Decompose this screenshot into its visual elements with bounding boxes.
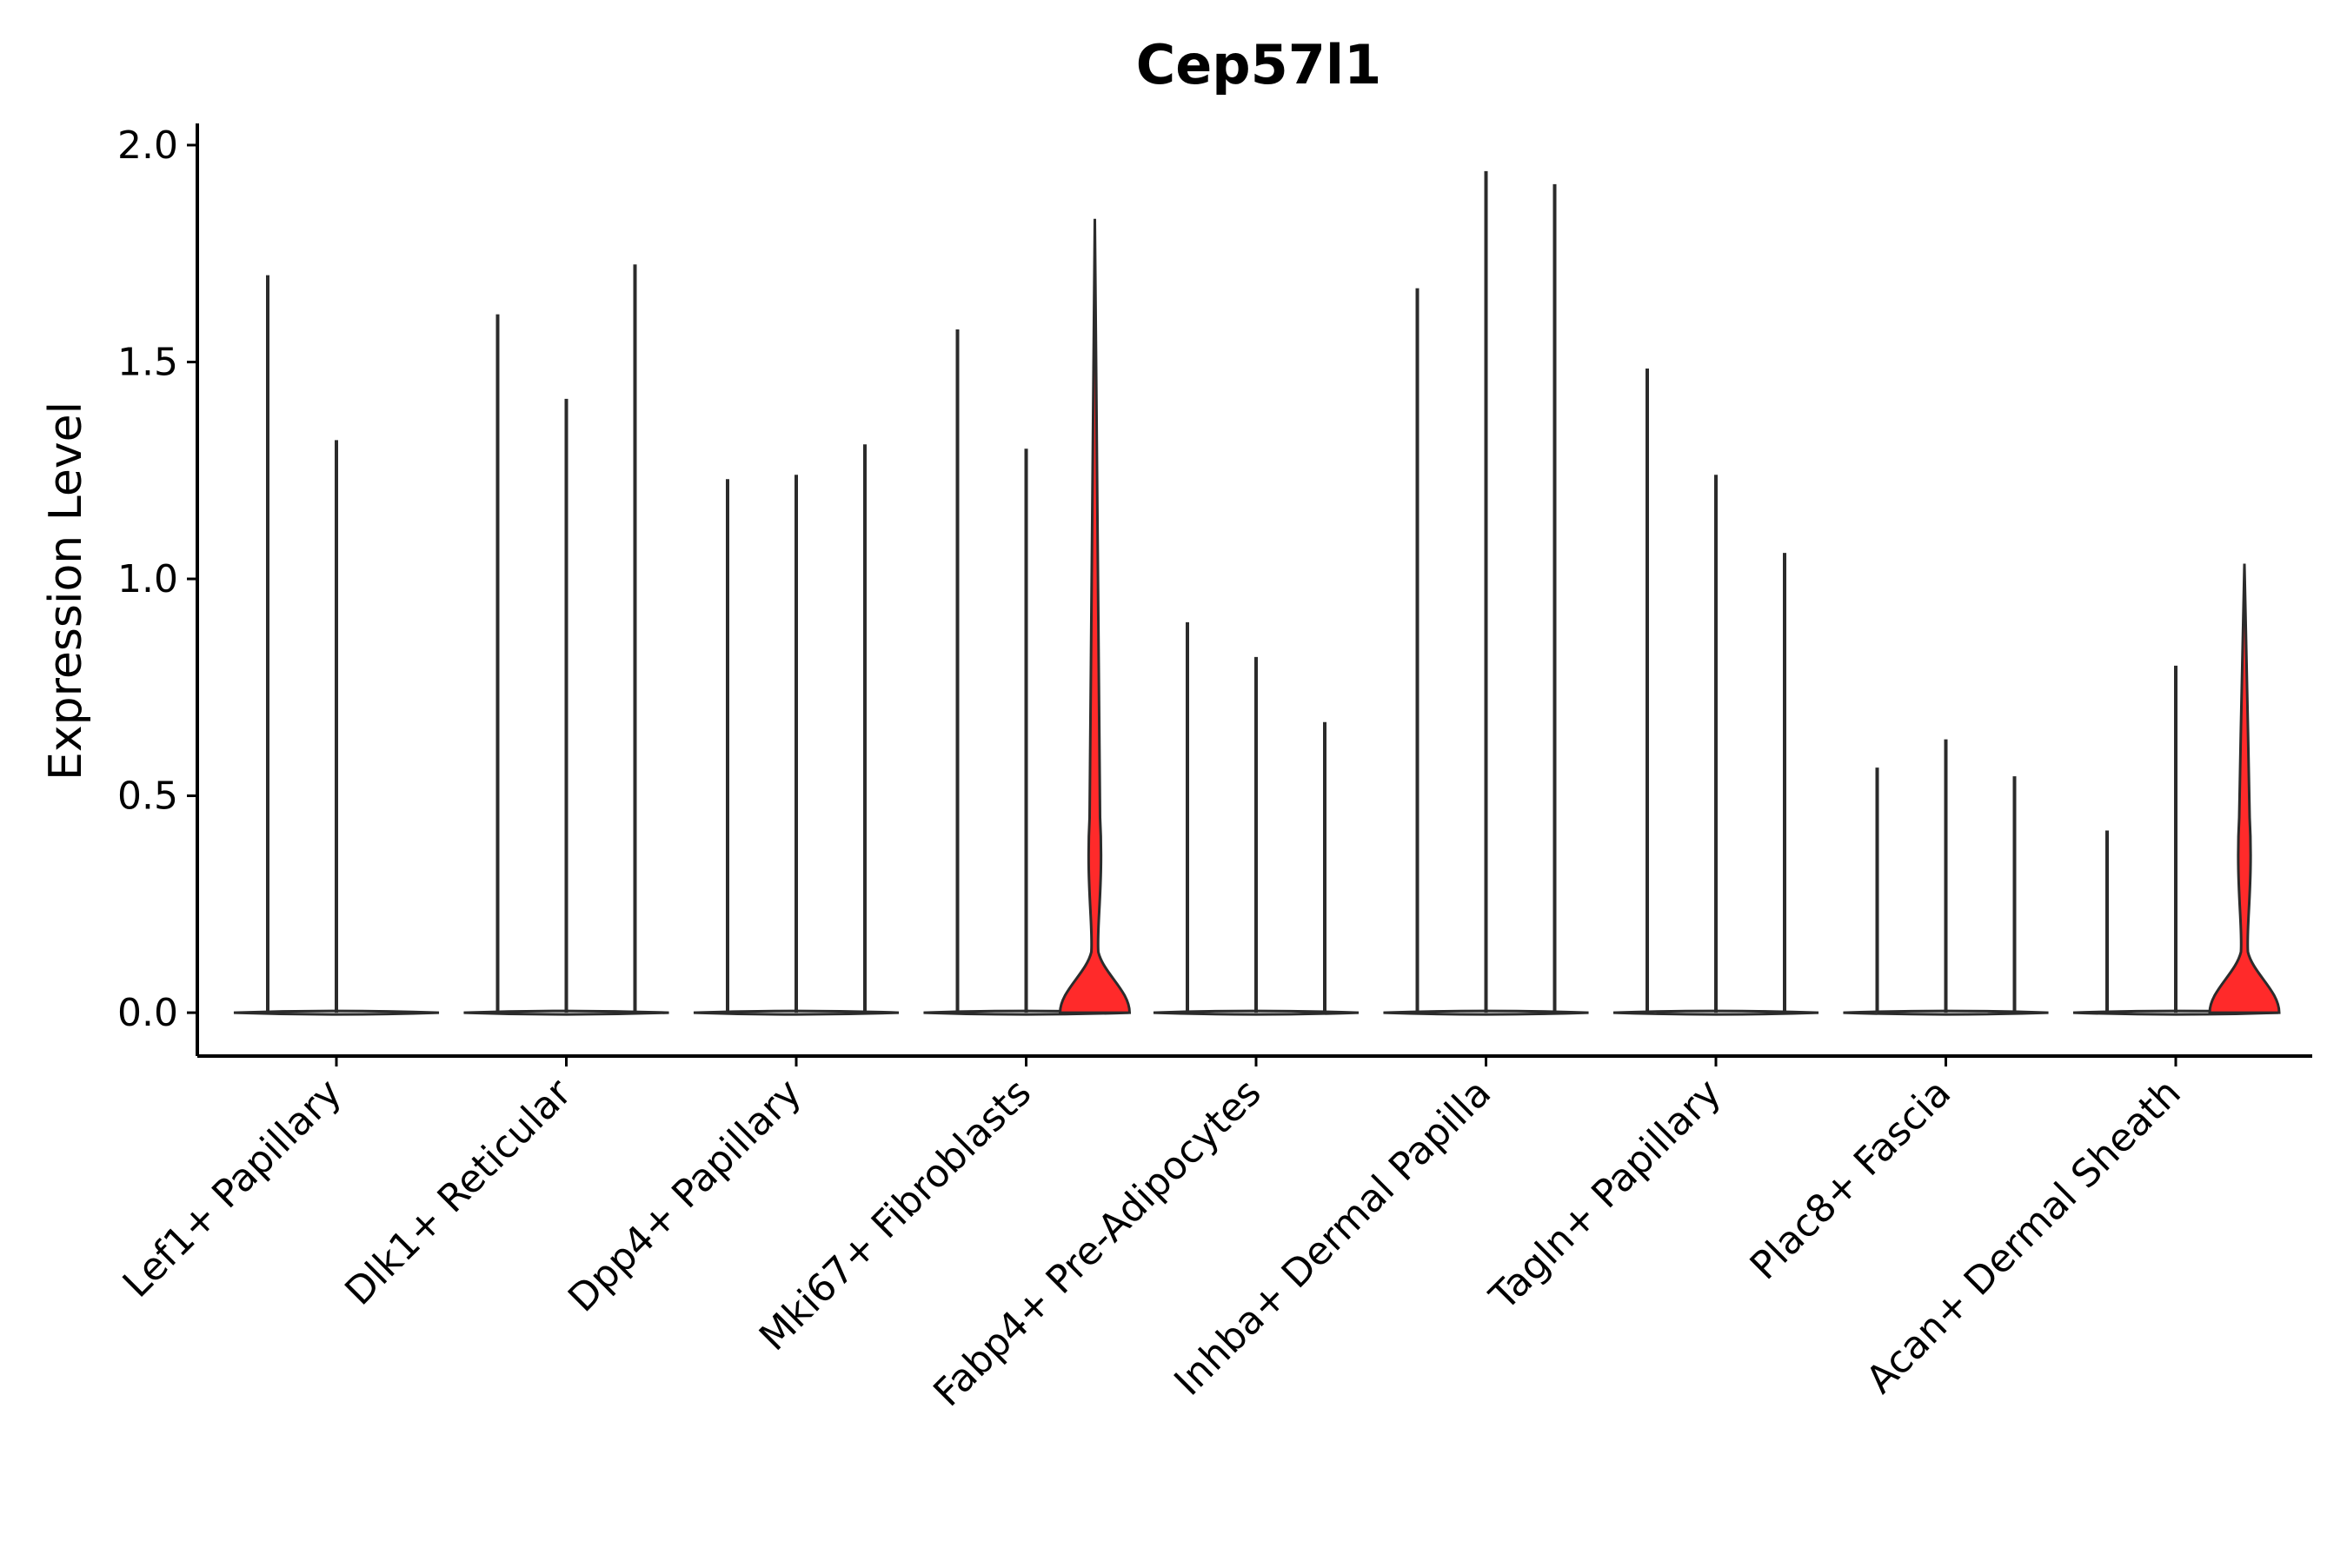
y-tick-label: 2.0 bbox=[117, 123, 178, 168]
y-tick-label: 0.5 bbox=[117, 774, 178, 819]
y-axis-label: Expression Level bbox=[40, 402, 92, 781]
chart-title: Cep57l1 bbox=[1136, 33, 1382, 96]
violin-highlight bbox=[1058, 218, 1132, 1014]
y-tick-label: 0.0 bbox=[117, 991, 178, 1035]
y-tick-label: 1.5 bbox=[117, 340, 178, 384]
x-tick-label: Tagln+ Papillary bbox=[1481, 1071, 1730, 1319]
x-tick-label: Lef1+ Papillary bbox=[115, 1071, 350, 1306]
x-tick-label: Dlk1+ Reticular bbox=[336, 1070, 581, 1314]
x-tick-label: Dpp4+ Papillary bbox=[560, 1071, 810, 1321]
violin-highlight bbox=[2208, 563, 2281, 1014]
y-tick-label: 1.0 bbox=[117, 557, 178, 601]
x-tick-label: Plac8+ Fascia bbox=[1742, 1071, 1960, 1289]
